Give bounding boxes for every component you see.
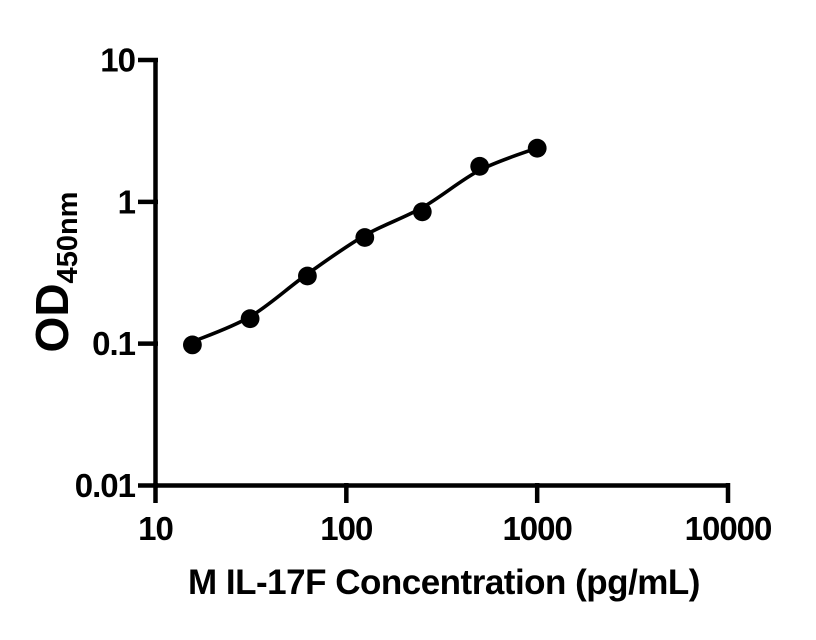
data-point xyxy=(298,266,317,286)
y-axis-title-subscript: 450nm xyxy=(52,192,84,284)
data-point xyxy=(412,202,432,222)
y-axis-title: OD450nm xyxy=(26,192,84,353)
x-tick-label: 1000 xyxy=(502,510,571,547)
data-point-markers xyxy=(183,138,547,355)
y-tick-label: 10 xyxy=(100,42,135,79)
data-point xyxy=(355,228,375,247)
y-axis-ticks: 10 1 0.1 0.01 xyxy=(75,42,158,504)
y-axis-title-main: OD xyxy=(26,283,78,352)
data-point xyxy=(527,138,547,158)
data-point xyxy=(470,156,490,176)
data-point xyxy=(240,309,260,329)
y-tick-label: 0.01 xyxy=(75,467,136,504)
y-tick-label: 1 xyxy=(118,183,136,220)
x-axis-title: M IL-17F Concentration (pg/mL) xyxy=(188,563,700,602)
x-tick-label: 10000 xyxy=(685,510,772,547)
x-axis-ticks: 10 100 1000 10000 xyxy=(138,483,772,547)
y-tick-label: 0.1 xyxy=(92,325,136,362)
x-tick-label: 10 xyxy=(138,510,173,547)
x-tick-label: 100 xyxy=(320,510,372,547)
data-point xyxy=(183,335,202,355)
